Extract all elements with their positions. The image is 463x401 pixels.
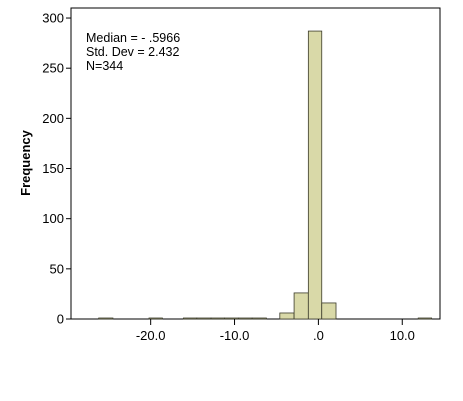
histogram-bar-0 [98,317,114,320]
histogram-bar-10 [307,30,323,320]
histogram-bar-4 [210,317,225,320]
x-tick-label-0: -20.0 [136,328,166,343]
y-tick-label-4: 200 [42,111,64,126]
histogram-bar-5 [224,317,240,320]
histogram-bar-12 [417,317,433,320]
y-tick-label-1: 50 [50,261,64,276]
y-tick-label-3: 150 [42,161,64,176]
bars-layer [98,30,433,320]
median-stat: Median = - .5966 [86,31,180,45]
x-tick-label-1: -10.0 [220,328,250,343]
x-axis: -20.0 -10.0 .0 10.0 [136,319,415,343]
y-tick-label-2: 100 [42,211,64,226]
plot-area-frame [70,7,441,320]
y-tick-label-6: 300 [42,11,64,26]
histogram-bar-6 [238,317,253,320]
histogram-bar-7 [251,317,267,320]
y-tick-label-0: 0 [57,312,64,327]
y-tick-label-5: 250 [42,61,64,76]
x-tick-label-3: 10.0 [390,328,415,343]
y-axis-title: Frequency [18,129,33,196]
histogram-bar-2 [182,317,198,320]
histogram-bar-3 [196,317,212,320]
n-stat: N=344 [86,59,123,73]
histogram-bar-9 [293,292,309,320]
y-axis: 0 50 100 150 200 250 300 [42,11,71,327]
histogram-bar-8 [279,312,295,320]
histogram-bar-1 [148,317,163,320]
x-tick-label-2: .0 [313,328,324,343]
std-dev-stat: Std. Dev = 2.432 [86,45,180,59]
histogram-bar-11 [321,302,337,320]
